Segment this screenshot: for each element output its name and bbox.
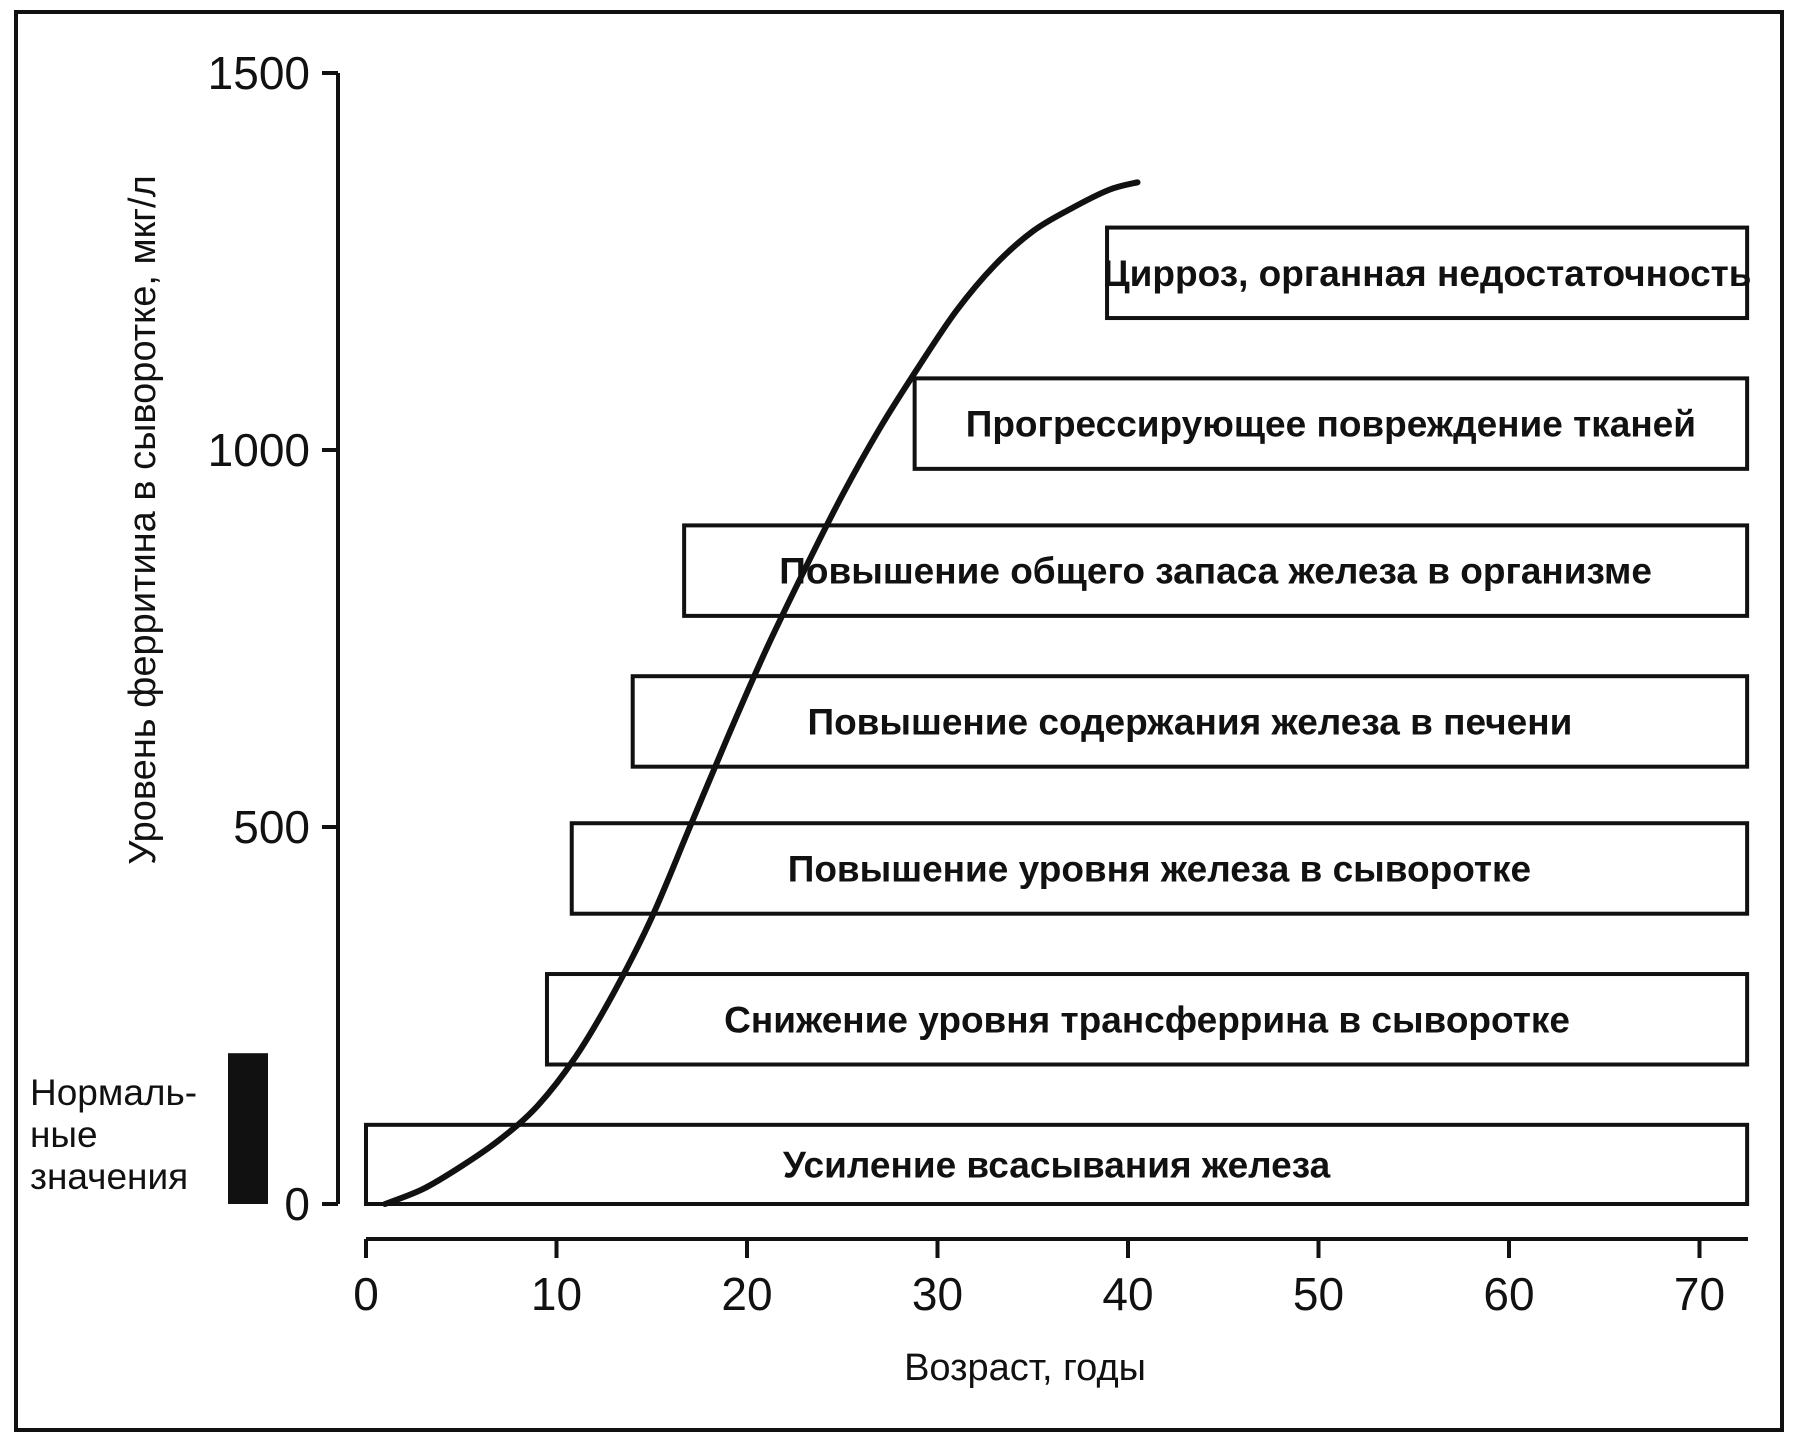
x-ticks: 0 10 20 30 40 50 60 70 bbox=[353, 1239, 1725, 1320]
stage-label: Повышение общего запаса железа в организ… bbox=[779, 551, 1652, 592]
stage-label: Повышение уровня железа в сыворотке bbox=[788, 848, 1531, 889]
y-tick-label: 1500 bbox=[208, 47, 310, 99]
y-tick-label: 1000 bbox=[208, 424, 310, 476]
x-tick-label: 40 bbox=[1102, 1268, 1153, 1320]
x-tick-label: 50 bbox=[1293, 1268, 1344, 1320]
stage-label: Повышение содержания железа в печени bbox=[807, 701, 1572, 742]
normal-range-label: ные bbox=[30, 1114, 98, 1155]
x-tick-label: 0 bbox=[353, 1268, 379, 1320]
normal-range-bar bbox=[228, 1053, 268, 1204]
x-tick-label: 30 bbox=[912, 1268, 963, 1320]
stage-label: Снижение уровня трансферрина в сыворотке bbox=[724, 999, 1570, 1040]
stage-label: Усиление всасывания железа bbox=[783, 1144, 1331, 1185]
x-tick-label: 10 bbox=[531, 1268, 582, 1320]
y-ticks: 0 500 1000 1500 bbox=[208, 47, 338, 1230]
y-tick-label: 0 bbox=[284, 1178, 310, 1230]
ferritin-line bbox=[382, 179, 1141, 1207]
stage-box bbox=[1105, 225, 1750, 321]
stage-box bbox=[630, 674, 1750, 769]
stage-box bbox=[912, 376, 1750, 471]
normal-range-label: Нормаль- bbox=[30, 1072, 197, 1113]
stage-box bbox=[364, 1122, 1750, 1206]
stage-label: Прогрессирующее повреждение тканей bbox=[966, 404, 1696, 445]
x-tick-label: 70 bbox=[1674, 1268, 1725, 1320]
ferritin-curve bbox=[382, 179, 1141, 1207]
x-tick-label: 20 bbox=[721, 1268, 772, 1320]
normal-range-label: значения bbox=[30, 1156, 188, 1197]
x-axis-title: Возраст, годы bbox=[904, 1347, 1146, 1389]
stage-label: Цирроз, органная недостаточность bbox=[1103, 253, 1752, 294]
y-tick-label: 500 bbox=[233, 801, 310, 853]
stage-box bbox=[682, 523, 1750, 618]
stage-box bbox=[544, 972, 1750, 1067]
axes bbox=[336, 73, 1748, 1241]
figure-frame bbox=[14, 10, 1784, 1432]
stage-box bbox=[569, 821, 1750, 916]
y-axis-title: Уровень ферритина в сыворотке, мкг/л bbox=[122, 175, 164, 865]
stage-boxes: Усиление всасывания железа Снижение уровн… bbox=[364, 225, 1752, 1206]
x-tick-label: 60 bbox=[1483, 1268, 1534, 1320]
